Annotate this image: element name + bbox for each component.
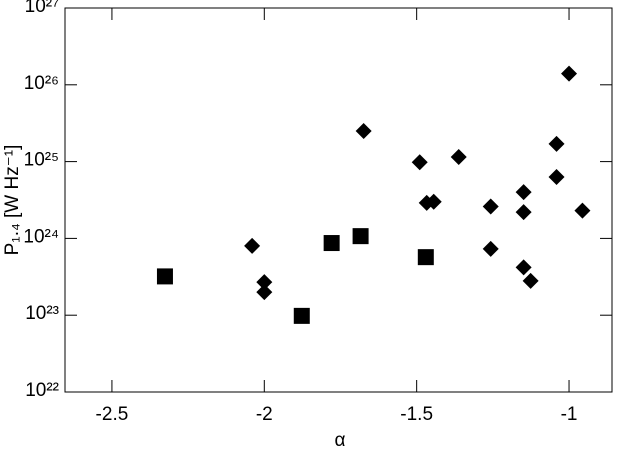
y-axis-label: P₁.₄ [W Hz⁻¹] bbox=[2, 145, 23, 256]
diamond-point bbox=[450, 148, 467, 165]
plot-frame bbox=[64, 7, 613, 393]
x-tick-label: -1 bbox=[561, 404, 578, 425]
y-tick-label: 10²⁵ bbox=[24, 150, 59, 171]
diamond-point bbox=[482, 198, 499, 215]
y-tick-label: 10²³ bbox=[25, 303, 59, 324]
diamond-point bbox=[548, 135, 565, 152]
diamond-point bbox=[244, 237, 261, 254]
square-point bbox=[156, 268, 173, 285]
diamond-point bbox=[574, 202, 591, 219]
y-tick-label: 10²² bbox=[25, 380, 59, 401]
diamond-point bbox=[482, 240, 499, 257]
diamond-point bbox=[256, 284, 273, 301]
diamond-point bbox=[548, 169, 565, 186]
diamond-point bbox=[561, 65, 578, 82]
diamond-point bbox=[515, 259, 532, 276]
diamond-point bbox=[515, 184, 532, 201]
diamond-point bbox=[425, 193, 442, 210]
x-axis-label: α bbox=[335, 430, 346, 451]
x-tick-label: -2.5 bbox=[96, 404, 129, 425]
square-point bbox=[293, 307, 310, 324]
diamond-point bbox=[515, 204, 532, 221]
x-tick-label: -2 bbox=[256, 404, 273, 425]
diamond-point bbox=[355, 123, 372, 140]
diamond-point bbox=[411, 154, 428, 171]
square-point bbox=[323, 235, 340, 252]
square-point bbox=[352, 228, 369, 245]
y-tick-label: 10²⁴ bbox=[23, 226, 59, 247]
y-tick-label: 10²⁶ bbox=[24, 73, 59, 94]
y-tick-label: 10²⁷ bbox=[25, 0, 59, 17]
diamond-point bbox=[522, 272, 539, 289]
diamond-point bbox=[256, 274, 273, 291]
x-tick-label: -1.5 bbox=[400, 404, 433, 425]
square-point bbox=[417, 249, 434, 266]
